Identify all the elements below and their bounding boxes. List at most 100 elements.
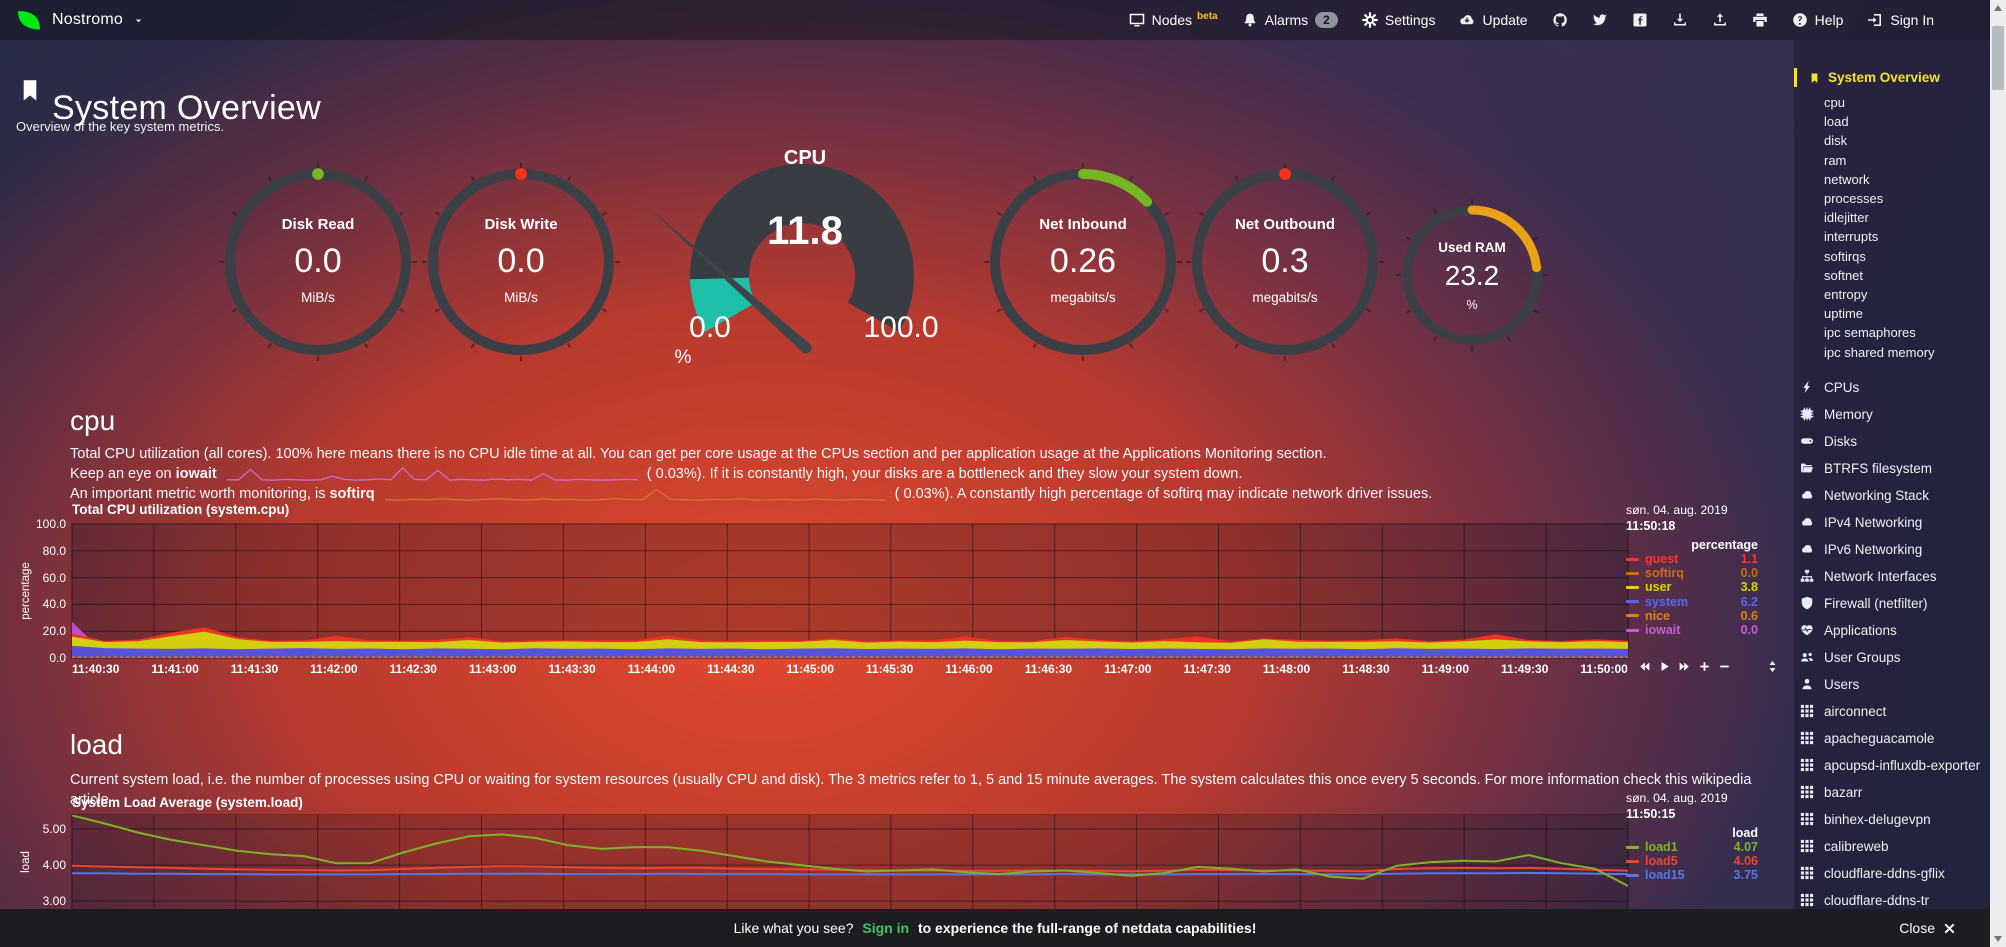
sidebar-section-label: Users <box>1824 676 1860 692</box>
update-button[interactable]: Update <box>1459 12 1528 28</box>
pan-forward-icon[interactable] <box>1678 660 1691 673</box>
sidebar-section[interactable]: Users <box>1794 671 1990 698</box>
sidebar-subitem[interactable]: cpu <box>1824 95 1845 110</box>
legend-row[interactable]: guest 1.1 <box>1626 552 1758 566</box>
legend-row[interactable]: iowait 0.0 <box>1626 623 1758 637</box>
node-selector[interactable]: Nostromo <box>16 7 144 33</box>
sidebar-subitem[interactable]: softnet <box>1824 267 1864 283</box>
page-scrollbar[interactable] <box>1990 0 2006 947</box>
load-chart-plot[interactable] <box>71 814 1629 910</box>
section-heading-load: load <box>70 729 123 761</box>
settings-button[interactable]: Settings <box>1361 12 1435 28</box>
sidebar-section[interactable]: binhex-delugevpn <box>1794 806 1990 833</box>
pan-backward-icon[interactable] <box>1638 660 1651 673</box>
sidebar-section[interactable]: apcupsd-influxdb-exporter <box>1794 752 1990 779</box>
sidebar-section-label: airconnect <box>1824 703 1887 719</box>
sidebar-section[interactable]: Network Interfaces <box>1794 563 1990 590</box>
legend-row[interactable]: load1 4.07 <box>1626 840 1758 854</box>
github-icon <box>1552 12 1568 28</box>
sidebar-section[interactable]: cloudflare-ddns-tr <box>1794 887 1990 909</box>
gauge-net-inbound: Net Inbound 0.26 megabits/s <box>983 162 1183 362</box>
legend-row[interactable]: user 3.8 <box>1626 580 1758 594</box>
sidebar-subitem[interactable]: interrupts <box>1824 229 1879 245</box>
navbar-actions: Nodes beta Alarms 2 Settings Update <box>1129 0 1934 40</box>
cpu-chart-toolbar <box>1638 660 1779 673</box>
node-name: Nostromo <box>52 11 123 28</box>
twitter-button[interactable] <box>1592 12 1608 28</box>
scroll-up-arrow[interactable] <box>1990 0 2006 16</box>
chevron-down-icon <box>133 15 144 26</box>
print-button[interactable] <box>1752 12 1768 28</box>
gauge-unit: megabits/s <box>1050 290 1116 305</box>
import-snapshot-button[interactable] <box>1712 12 1728 28</box>
legend-row[interactable]: load5 4.06 <box>1626 854 1758 868</box>
legend-row[interactable]: load15 3.75 <box>1626 868 1758 882</box>
resize-handle-icon[interactable] <box>1766 660 1779 673</box>
net-outbound-ring <box>1185 162 1385 362</box>
facebook-icon <box>1632 12 1648 28</box>
sidebar-subitem[interactable]: ipc semaphores <box>1824 325 1916 341</box>
sidebar-subitem[interactable]: network <box>1824 171 1870 187</box>
cpu-chart-plot[interactable] <box>71 523 1629 659</box>
play-icon[interactable] <box>1658 660 1671 673</box>
legend-value: 0.0 <box>1740 566 1758 581</box>
sidebar-section[interactable]: BTRFS filesystem <box>1794 455 1990 482</box>
sidebar-section[interactable]: apacheguacamole <box>1794 725 1990 752</box>
close-banner-button[interactable]: Close <box>1899 920 1956 936</box>
sidebar-subitem[interactable]: load <box>1824 114 1849 130</box>
sidebar-subitem[interactable]: disk <box>1824 133 1848 149</box>
sidebar-section[interactable]: Applications <box>1794 617 1990 644</box>
sidebar-section-label: Memory <box>1824 406 1873 422</box>
sidebar-section[interactable]: calibreweb <box>1794 833 1990 860</box>
sidebar-section[interactable]: airconnect <box>1794 698 1990 725</box>
legend-row[interactable]: nice 0.6 <box>1626 609 1758 623</box>
sidebar-section[interactable]: IPv4 Networking <box>1794 509 1990 536</box>
export-snapshot-button[interactable] <box>1672 12 1688 28</box>
sidebar-section[interactable]: bazarr <box>1794 779 1990 806</box>
legend-row[interactable]: softirq 0.0 <box>1626 566 1758 580</box>
load-chart-title: System Load Average (system.load) <box>72 795 303 810</box>
alarms-button[interactable]: Alarms 2 <box>1242 12 1338 28</box>
sidebar-section-icon <box>1800 596 1815 610</box>
upload-icon <box>1712 12 1728 28</box>
sidebar-subitem[interactable]: uptime <box>1824 306 1864 322</box>
help-button[interactable]: Help <box>1792 12 1843 28</box>
legend-value: 1.1 <box>1740 552 1758 567</box>
cpu-gauge-title: CPU <box>783 147 827 169</box>
iowait-sparkline <box>226 466 637 482</box>
sidebar-section[interactable]: Networking Stack <box>1794 482 1990 509</box>
sidebar-item-system-overview[interactable]: System Overview <box>1794 68 1990 87</box>
sidebar-section[interactable]: User Groups <box>1794 644 1990 671</box>
sidebar-section[interactable]: Firewall (netfilter) <box>1794 590 1990 617</box>
signin-message: Like what you see? Sign in to experience… <box>733 920 1257 936</box>
gauge-disk-read: Disk Read 0.0 MiB/s <box>218 162 418 362</box>
nodes-button[interactable]: Nodes beta <box>1129 11 1218 28</box>
sidebar-subitem[interactable]: processes <box>1824 191 1884 207</box>
scrollbar-thumb[interactable] <box>1992 26 2004 90</box>
legend-row[interactable]: system 6.2 <box>1626 595 1758 609</box>
facebook-button[interactable] <box>1632 12 1648 28</box>
sidebar-section-label: Disks <box>1824 433 1857 449</box>
zoom-out-icon[interactable] <box>1718 660 1731 673</box>
sidebar-subitem[interactable]: idlejitter <box>1824 210 1869 226</box>
sidebar-section-label: Applications <box>1824 622 1897 638</box>
legend-name: iowait <box>1645 623 1681 638</box>
sidebar-subitem[interactable]: softirqs <box>1824 248 1866 264</box>
github-button[interactable] <box>1552 12 1568 28</box>
sidebar-section[interactable]: IPv6 Networking <box>1794 536 1990 563</box>
sidebar-section[interactable]: Disks <box>1794 428 1990 455</box>
sidebar-section[interactable]: Memory <box>1794 401 1990 428</box>
signin-link[interactable]: Sign in <box>862 920 910 936</box>
sidebar-section[interactable]: CPUs <box>1794 374 1990 401</box>
gauge-value: 0.0 <box>294 242 342 280</box>
signin-button[interactable]: Sign In <box>1867 12 1934 28</box>
sidebar-subitem[interactable]: entropy <box>1824 287 1868 303</box>
sidebar-section-icon <box>1800 488 1815 502</box>
sidebar-section-label: Network Interfaces <box>1824 568 1937 584</box>
scroll-down-arrow[interactable] <box>1990 931 2006 947</box>
legend-value: 6.2 <box>1740 594 1758 609</box>
sidebar-section[interactable]: cloudflare-ddns-gflix <box>1794 860 1990 887</box>
sidebar-subitem[interactable]: ram <box>1824 152 1847 168</box>
zoom-in-icon[interactable] <box>1698 660 1711 673</box>
sidebar-subitem[interactable]: ipc shared memory <box>1824 344 1935 360</box>
